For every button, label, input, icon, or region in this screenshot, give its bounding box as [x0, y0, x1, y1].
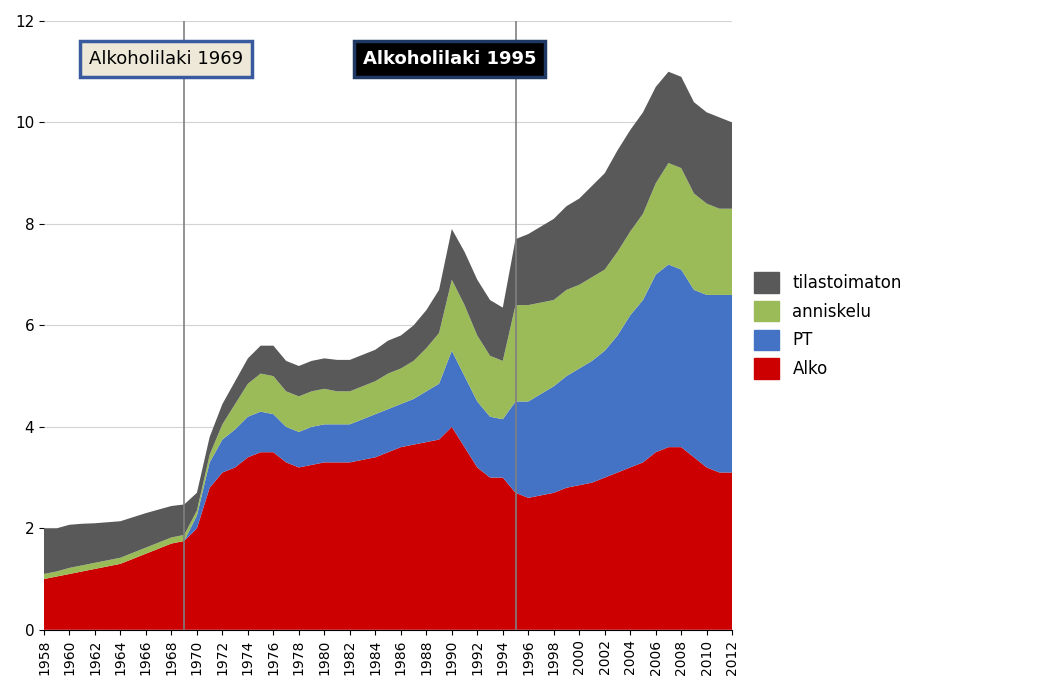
- Legend: tilastoimaton, anniskelu, PT, Alko: tilastoimaton, anniskelu, PT, Alko: [747, 266, 909, 385]
- Text: Alkoholilaki 1969: Alkoholilaki 1969: [88, 50, 242, 68]
- Text: Alkoholilaki 1995: Alkoholilaki 1995: [362, 50, 536, 68]
